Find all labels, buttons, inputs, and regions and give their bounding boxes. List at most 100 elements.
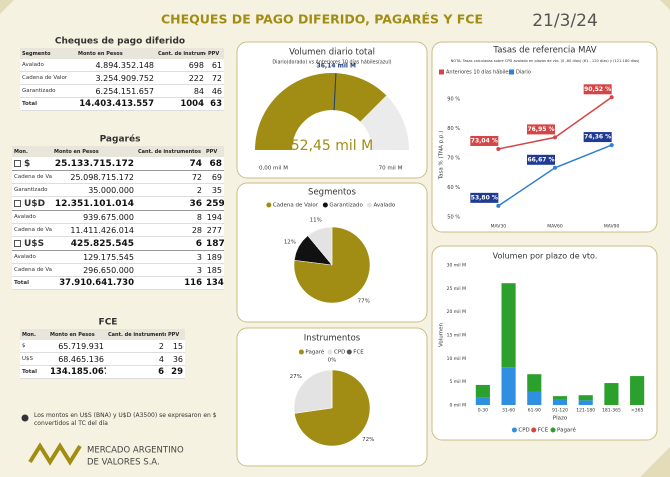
logo-text: DE VALORES S.A.: [87, 458, 160, 468]
point: [496, 146, 501, 151]
legend-swatch: [511, 427, 517, 433]
cell-number: 72: [136, 170, 204, 184]
legend-label: Anteriores 10 días hábiles: [446, 69, 511, 76]
slice-label: 27%: [290, 374, 302, 380]
data-table: Mon. Monto en Pesos Cant. de instrumentos P…: [12, 146, 224, 290]
cell-number: 25.098.715.172: [52, 170, 136, 184]
column-header: Monto en Pesos: [48, 329, 106, 340]
bar: [630, 376, 645, 405]
total-row: Total 14.403.413.557 1004 63: [20, 97, 224, 111]
column-header: Cant. de instrumentos: [156, 48, 206, 59]
cell-number: 28: [136, 223, 204, 237]
y-tick-label: 5 mil M: [450, 379, 467, 385]
cell-number: 35: [204, 183, 224, 197]
group-row: U$D 12.351.101.014 36 259: [12, 196, 224, 211]
bar: [501, 283, 516, 368]
cell-number: 296.650.000: [52, 263, 136, 277]
cell-label: Cadena de Valor: [12, 263, 52, 277]
cell-number: 14.403.413.557: [76, 97, 156, 111]
footnote: Los montos en U$S (BNA) y U$D (A3500) se…: [34, 412, 217, 427]
cell-label: Avalado: [12, 250, 52, 264]
target-label: 36,14 mil M: [317, 63, 357, 70]
legend-swatch: [327, 349, 333, 355]
pie-slice: [293, 226, 371, 304]
column-header: PPV: [166, 329, 185, 340]
column-header: Monto en Pesos: [76, 48, 156, 59]
x-tick-label: 61-90: [528, 408, 541, 414]
column-header: Cant. de instrumentos: [106, 329, 166, 340]
bar: [578, 395, 593, 401]
y-tick-label: 50 %: [447, 215, 460, 221]
y-tick-label: 25 mil M: [447, 286, 466, 292]
cell-number: 72: [206, 71, 224, 85]
cell-number: 8: [136, 210, 204, 224]
cell-number: 3: [136, 263, 204, 277]
x-tick-label: >365: [631, 408, 643, 414]
chart-title: Instrumentos: [304, 334, 361, 344]
cell-number: 6.254.151.657: [76, 84, 156, 98]
cell-label: Total: [20, 97, 76, 111]
y-axis-label: Volumen: [439, 323, 445, 347]
value-label: 53,80 %: [471, 194, 498, 201]
cell-label: Avalado: [20, 59, 76, 72]
cell-number: 25.133.715.172: [52, 157, 136, 171]
legend-label: FCE: [353, 350, 364, 356]
cell-label: Avalado: [12, 210, 52, 224]
y-tick-label: 30 mil M: [447, 263, 466, 269]
table-title: Cheques de pago diferido: [55, 37, 185, 47]
cell-label: Garantizado: [20, 84, 76, 98]
cell-number: 12.351.101.014: [52, 196, 136, 211]
bar: [552, 399, 568, 405]
column-header: Segmento: [20, 48, 76, 59]
cell-number: 187: [204, 236, 224, 251]
cell-number: 11.411.426.014: [52, 223, 136, 237]
data-row: Cadena de Valor 3.254.909.752 222 72: [20, 71, 224, 85]
cell-number: 84: [156, 84, 206, 98]
cell-number: 65.719.931: [48, 340, 106, 353]
cell-number: 194: [204, 210, 224, 224]
legend-swatch: [346, 349, 352, 355]
table-title: Pagarés: [100, 134, 141, 145]
column-header: PPV: [204, 146, 224, 157]
legend-label: CPD: [334, 350, 345, 356]
legend-label: Avalado: [373, 203, 395, 209]
x-axis-label: Plazo: [553, 416, 568, 422]
info-icon: [21, 414, 29, 422]
gauge-value-label: 52,45 mil M: [291, 138, 373, 154]
cell-label: Cadena de Valor: [20, 71, 76, 85]
cell-number: 3: [136, 250, 204, 264]
cell-label: Total: [12, 276, 52, 290]
corner-decor: [660, 0, 670, 10]
value-label-box: [470, 135, 499, 146]
legend-label: Diario: [516, 70, 531, 76]
cell-number: 129.175.545: [52, 250, 136, 264]
x-tick-label: MAV60: [547, 224, 563, 230]
cell-number: 6: [136, 236, 204, 251]
chart-note: NOTA: Tasas calculadas sobre CPD avalado…: [451, 59, 640, 63]
sub-row: Garantizado 35.000.000 2 35: [12, 183, 224, 197]
data-row: $65.719.931 2 15: [20, 340, 185, 353]
x-tick-label: 121-180: [576, 408, 595, 414]
cell-number: 185: [204, 263, 224, 277]
cell-number: 116: [136, 276, 204, 290]
cell-number: 698: [156, 59, 206, 72]
bar: [604, 383, 619, 405]
x-tick-label: 91-120: [552, 408, 568, 414]
legend-swatch: [366, 202, 372, 208]
cell-label: Total: [20, 365, 48, 379]
cell-label: $: [20, 340, 48, 353]
cell-number: 4: [106, 352, 166, 366]
point: [609, 95, 614, 100]
x-tick-label: 31-60: [502, 408, 515, 414]
slice-label: 0%: [328, 358, 337, 364]
gauge-tick-label: 0,00 mil M: [259, 166, 288, 172]
value-label: 90,52 %: [584, 86, 611, 93]
cell-label: Cadena de Valor: [12, 223, 52, 237]
column-header: PPV: [206, 48, 224, 59]
chart-title: Volumen por plazo de vto.: [493, 252, 598, 261]
page-date: 21/3/24: [532, 11, 598, 31]
legend-swatch: [531, 427, 537, 433]
